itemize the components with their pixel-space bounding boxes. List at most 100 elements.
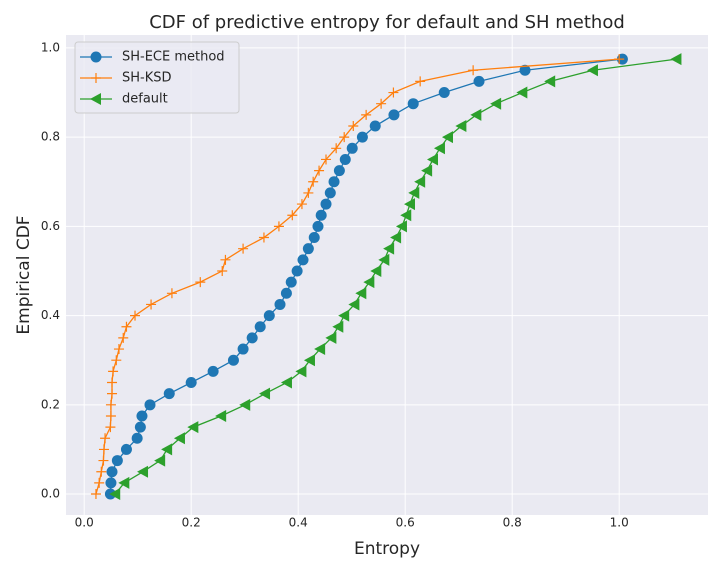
legend-label: SH-KSD	[122, 71, 172, 86]
y-tick-label: 0.4	[41, 308, 60, 322]
y-tick-label: 1.0	[41, 40, 60, 54]
point	[356, 131, 368, 143]
point	[90, 489, 101, 500]
x-tick-label: 0.8	[503, 516, 522, 530]
point	[195, 277, 206, 288]
point	[227, 354, 239, 366]
point	[105, 477, 117, 489]
point	[407, 98, 419, 110]
point	[297, 254, 309, 266]
point	[98, 444, 109, 455]
point	[131, 432, 143, 444]
point	[333, 165, 345, 177]
point	[346, 142, 358, 154]
point	[455, 120, 467, 133]
point	[108, 366, 119, 377]
x-tick-label: 0.4	[289, 516, 308, 530]
point	[111, 455, 123, 467]
point	[314, 343, 326, 356]
point	[308, 176, 319, 187]
y-axis-label: Empirical CDF	[14, 215, 34, 334]
point	[468, 65, 479, 76]
y-tick-label: 0.2	[41, 397, 60, 411]
point	[395, 220, 407, 233]
point	[130, 310, 141, 321]
point	[220, 254, 231, 265]
point	[91, 73, 101, 83]
point	[314, 165, 325, 176]
point	[280, 287, 292, 299]
point	[308, 232, 320, 244]
point	[441, 131, 453, 144]
series-line	[109, 58, 623, 495]
point	[438, 87, 450, 99]
point	[614, 54, 625, 65]
chart-title: CDF of predictive entropy for default an…	[149, 12, 625, 33]
point	[90, 51, 102, 63]
point	[185, 377, 197, 389]
x-tick-label: 1.0	[610, 516, 629, 530]
point	[173, 432, 185, 445]
point	[348, 298, 360, 311]
point	[383, 242, 395, 255]
point	[361, 109, 372, 120]
point	[121, 321, 132, 332]
point	[285, 276, 297, 288]
point	[388, 87, 399, 98]
point	[325, 331, 337, 344]
point	[259, 387, 271, 400]
point	[320, 198, 332, 210]
point	[98, 455, 109, 466]
point	[217, 265, 228, 276]
point	[370, 264, 382, 277]
legend-box	[74, 41, 240, 114]
point	[136, 410, 148, 422]
point	[113, 344, 124, 355]
point	[348, 121, 359, 132]
point	[273, 221, 284, 232]
point	[215, 409, 227, 422]
y-tick-label: 0.0	[41, 487, 60, 501]
point	[120, 443, 132, 455]
point	[312, 220, 324, 232]
point	[291, 265, 303, 277]
point	[355, 287, 367, 300]
point	[338, 309, 350, 322]
point	[415, 76, 426, 87]
point	[427, 153, 439, 166]
point	[109, 488, 121, 501]
point	[421, 164, 433, 177]
y-tick-label: 0.6	[41, 219, 60, 233]
point	[144, 399, 156, 411]
point	[163, 388, 175, 400]
point	[315, 209, 327, 221]
point	[187, 421, 199, 434]
point	[321, 154, 332, 165]
point	[94, 477, 105, 488]
point	[328, 176, 340, 188]
point	[400, 209, 412, 222]
point	[96, 466, 107, 477]
point	[516, 86, 528, 99]
point	[105, 410, 116, 421]
legend-label: default	[122, 92, 168, 107]
point	[376, 98, 387, 109]
legend-label: SH-ECE method	[122, 50, 225, 65]
point	[118, 332, 129, 343]
point	[433, 142, 445, 155]
point	[339, 153, 351, 165]
y-tick-label: 0.8	[41, 130, 60, 144]
plot-area	[66, 35, 708, 515]
point	[670, 53, 682, 66]
point	[254, 321, 266, 333]
point	[107, 388, 118, 399]
point	[111, 355, 122, 366]
point	[274, 298, 286, 310]
point	[369, 120, 381, 132]
point	[106, 466, 118, 478]
x-tick-label: 0.0	[75, 516, 94, 530]
point	[105, 422, 116, 433]
point	[470, 108, 482, 121]
point	[118, 476, 130, 489]
